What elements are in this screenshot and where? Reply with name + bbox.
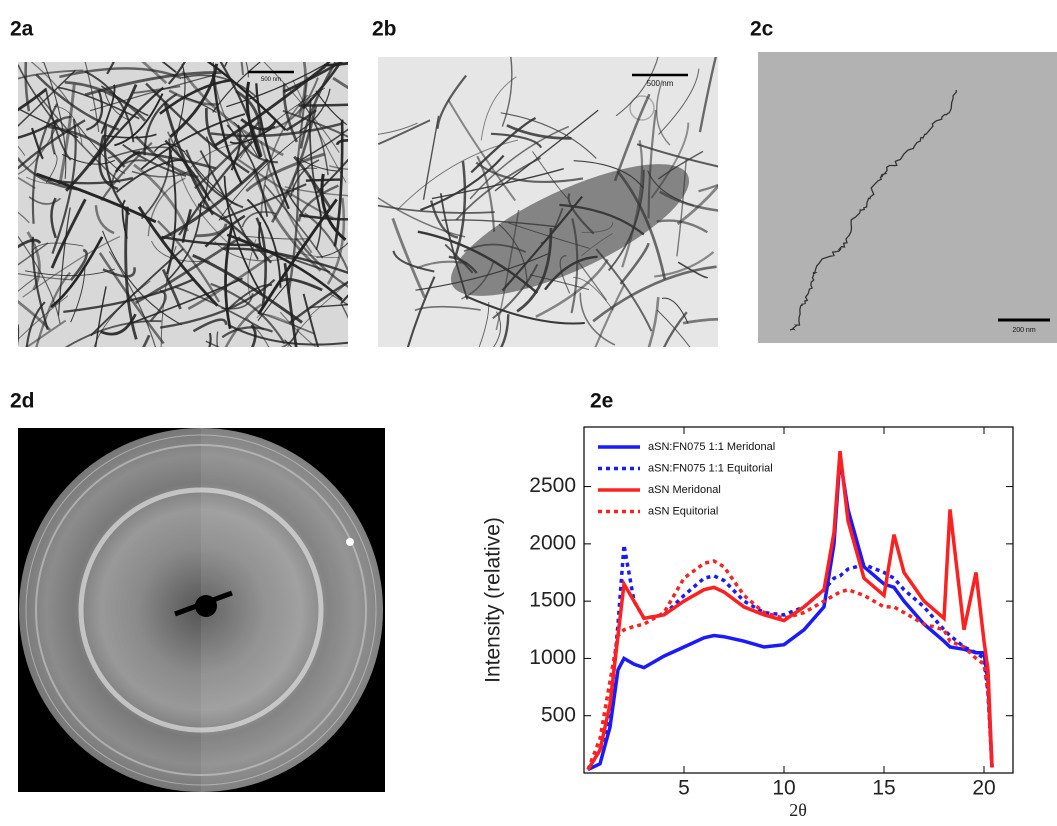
y-tick-label: 2500	[529, 474, 576, 497]
diffraction-pattern	[18, 428, 385, 792]
chart: Intensity (relative) 2θ 500 1000 1500 2000 2…	[482, 427, 1013, 820]
y-tick-label: 500	[541, 703, 576, 726]
panel-label: 2e	[590, 390, 613, 413]
panel-label: 2b	[372, 18, 397, 41]
y-tick-label: 1500	[529, 589, 576, 612]
x-tick-label: 20	[972, 777, 995, 800]
y-tick-label: 2000	[529, 531, 576, 554]
micrograph-a	[0, 0, 444, 448]
x-tick-label: 10	[772, 777, 795, 800]
legend-label: aSN Equitorial	[648, 505, 718, 517]
legend-label: aSN:FN075 1:1 Equitorial	[648, 462, 773, 474]
x-tick-label: 15	[872, 777, 895, 800]
panel-label: 2c	[750, 18, 774, 41]
spot	[346, 538, 354, 546]
fibril	[0, 271, 18, 300]
figure: 2a 2b 2c 2d 2e 500 nm 500 nm 200 nm Inte…	[0, 0, 1057, 826]
series-line	[588, 451, 992, 769]
fibril	[5, 324, 18, 376]
micrograph-c	[758, 52, 1057, 343]
x-tick-label: 5	[678, 777, 690, 800]
plot-frame	[584, 427, 1013, 773]
fibril	[206, 341, 318, 392]
legend-label: aSN:FN075 1:1 Meridonal	[648, 441, 775, 453]
series-line	[588, 545, 992, 770]
image-bg	[758, 52, 1057, 343]
x-axis-label: 2θ	[789, 800, 807, 820]
scale-bar-label: 500 nm	[261, 77, 281, 83]
y-tick-label: 1000	[529, 646, 576, 669]
scale-bar-label: 500 nm	[647, 79, 674, 88]
panel-label: 2a	[10, 18, 34, 41]
legend-label: aSN Meridonal	[648, 484, 721, 496]
panel-label: 2d	[10, 390, 35, 413]
y-axis-label: Intensity (relative)	[482, 517, 505, 683]
fibril	[225, 0, 261, 67]
scale-bar-label: 200 nm	[1012, 327, 1036, 334]
beam-stop	[195, 595, 217, 617]
micrograph-b	[298, 31, 816, 412]
